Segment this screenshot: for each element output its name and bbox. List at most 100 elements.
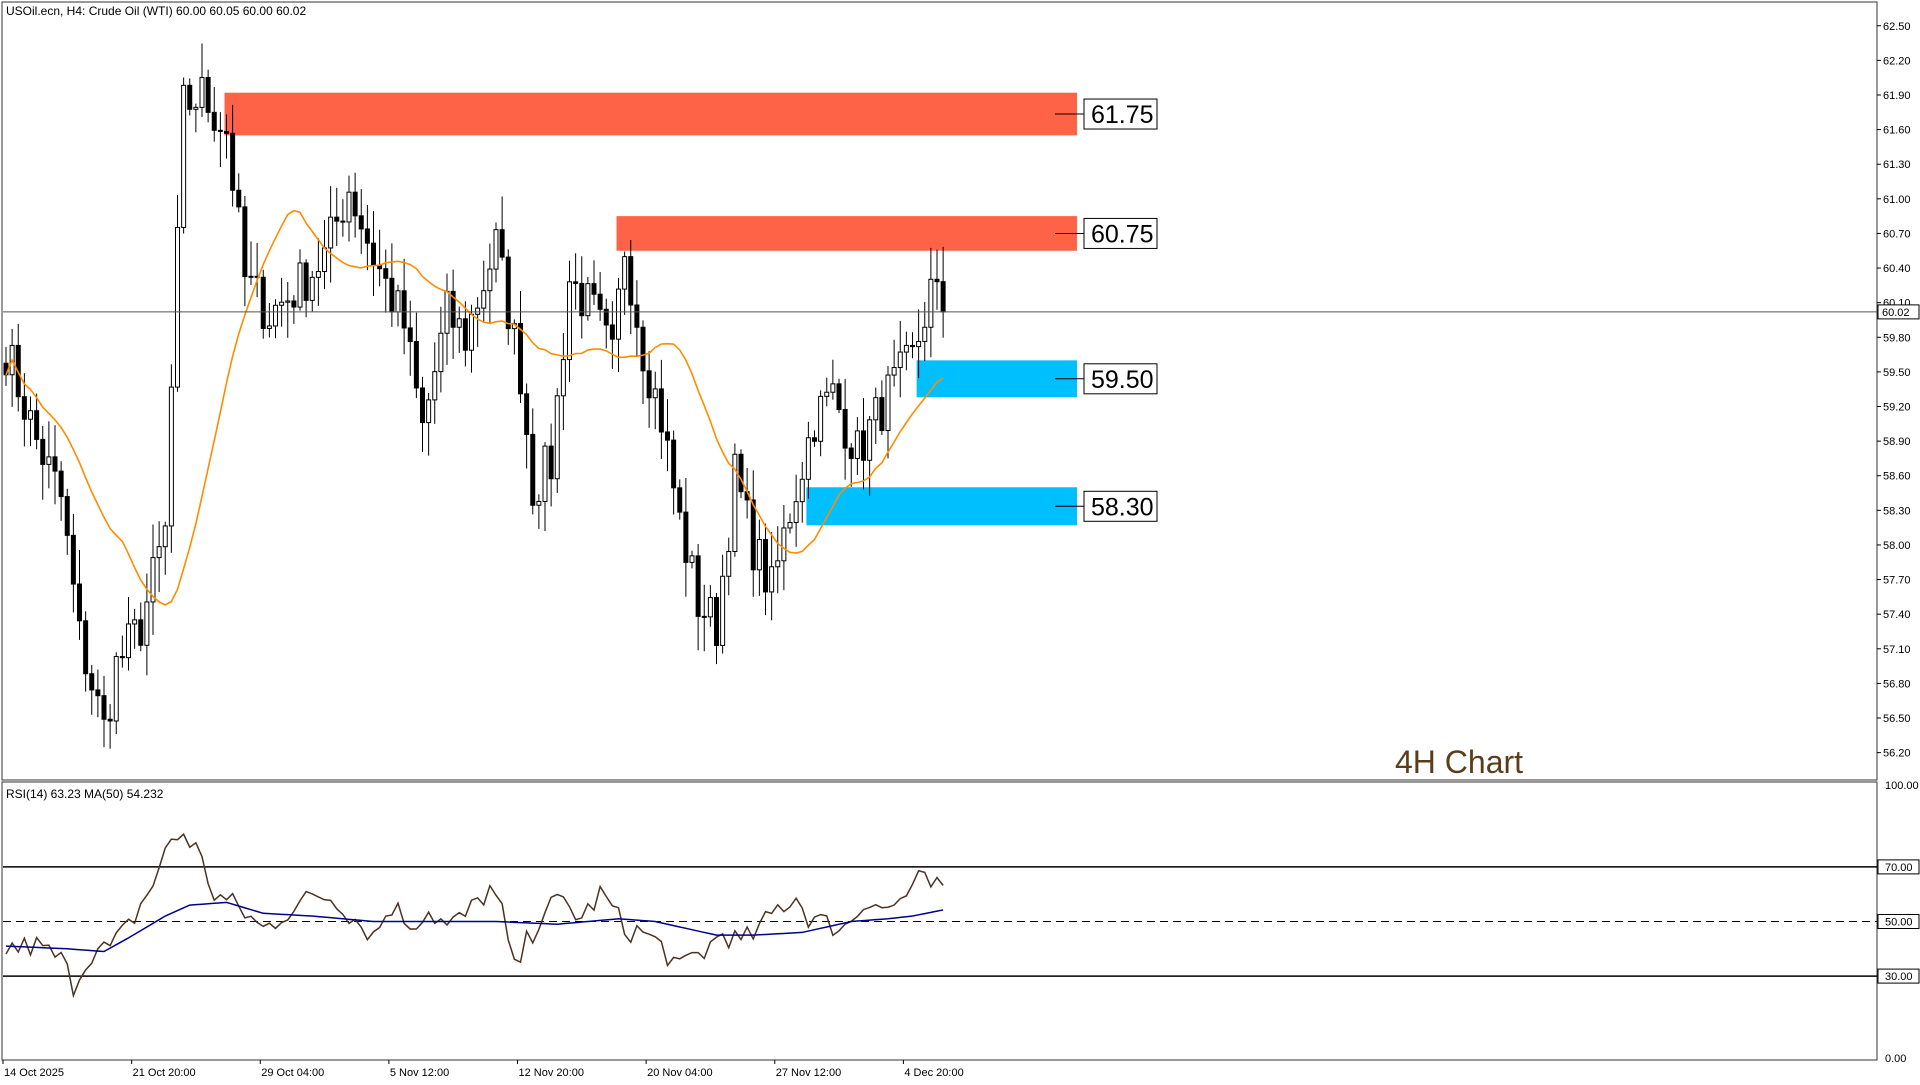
x-tick-label: 20 Nov 04:00 [647,1067,712,1079]
candle [168,364,174,553]
zone-label: 61.75 [1091,101,1154,129]
y-tick-label: 56.20 [1883,748,1911,760]
rsi-tick-label: 0.00 [1885,1053,1906,1065]
candle [407,300,413,376]
zone-labels: 61.75 60.75 59.50 58.30 [1055,98,1158,522]
y-tick-label: 59.50 [1883,367,1911,379]
zone-label-box [1083,490,1158,522]
candle [426,393,432,456]
candle [199,43,205,118]
candle [732,443,738,557]
zone-label-box [1083,217,1158,249]
candle [107,704,113,749]
rsi-indicator [3,832,1877,999]
candle [542,442,548,532]
candle [720,554,726,654]
candle [763,523,768,616]
candle [21,373,27,447]
candle [101,675,107,748]
moving-average-series [5,209,944,606]
candle [358,189,364,254]
candle [113,652,119,735]
y-tick-label: 62.20 [1883,55,1911,67]
candle [836,378,842,413]
x-tick-label: 5 Nov 12:00 [390,1067,449,1079]
candle [193,103,199,133]
rsi-axis[interactable]: 100.00 70.00 50.00 30.00 0.00 [1877,780,1920,1065]
candle [518,291,523,403]
candlestick-series [3,43,946,749]
candle [40,425,46,500]
price-axis[interactable]: 62.50 62.20 61.90 61.60 61.30 61.00 60.70 60.40… [1877,21,1920,760]
candle [438,306,444,393]
candle [616,277,621,372]
rsi-tick-label: 50.00 [1885,917,1913,929]
candle [315,238,321,306]
y-tick-label: 58.90 [1883,436,1911,448]
candle [34,393,40,450]
candle [658,359,664,459]
candle [64,488,70,555]
rsi-level-badge [1877,914,1920,929]
candle [260,269,266,339]
candle [132,608,138,649]
candle [812,430,817,447]
rsi-tick-label: 30.00 [1885,971,1913,983]
y-tick-label: 57.40 [1883,609,1911,621]
y-tick-label: 61.00 [1883,194,1911,206]
candle [236,173,242,213]
candle [224,114,229,159]
candle [46,421,52,489]
candle [493,222,499,283]
candle [665,399,670,472]
candle [793,474,799,547]
candle [383,249,389,313]
candle [818,390,824,457]
candle [652,371,658,430]
candle [842,379,848,480]
support-zone [916,360,1077,398]
zone-label: 59.50 [1091,366,1154,394]
x-tick-label: 29 Oct 04:00 [261,1067,324,1079]
candle [187,78,193,116]
candle [456,306,462,353]
rsi-header: RSI(14) 63.23 MA(50) 54.232 [6,787,164,801]
candle [83,611,89,692]
y-tick-label: 62.50 [1883,21,1911,33]
candle [432,342,438,424]
candle [603,298,609,349]
candle [879,380,885,436]
candle [126,597,131,671]
candle [897,320,903,398]
candle [328,186,334,283]
candle [891,339,897,387]
rsi-line [5,832,944,999]
candle [309,270,315,312]
x-tick-label: 12 Nov 20:00 [519,1067,584,1079]
candle [119,635,125,668]
time-axis[interactable]: 14 Oct 2025 21 Oct 20:00 29 Oct 04:00 5 Nov… [2,1060,964,1079]
candle [910,332,915,359]
candle [150,524,156,635]
candle [536,494,542,529]
candle [450,269,456,359]
candle [867,415,873,496]
candle [695,543,701,651]
candle [242,195,248,307]
candle [52,425,58,505]
candle [413,312,419,399]
candle [28,396,33,447]
candle [609,301,615,369]
candle [824,377,830,407]
candle [873,387,879,445]
candle [573,253,579,310]
candle [830,359,836,400]
support-zone [806,487,1077,526]
candle [579,256,585,339]
zone-label-box [1083,98,1158,130]
rsi-tick-label: 70.00 [1885,862,1913,874]
y-tick-label: 60.70 [1883,228,1911,240]
candle [701,584,707,652]
